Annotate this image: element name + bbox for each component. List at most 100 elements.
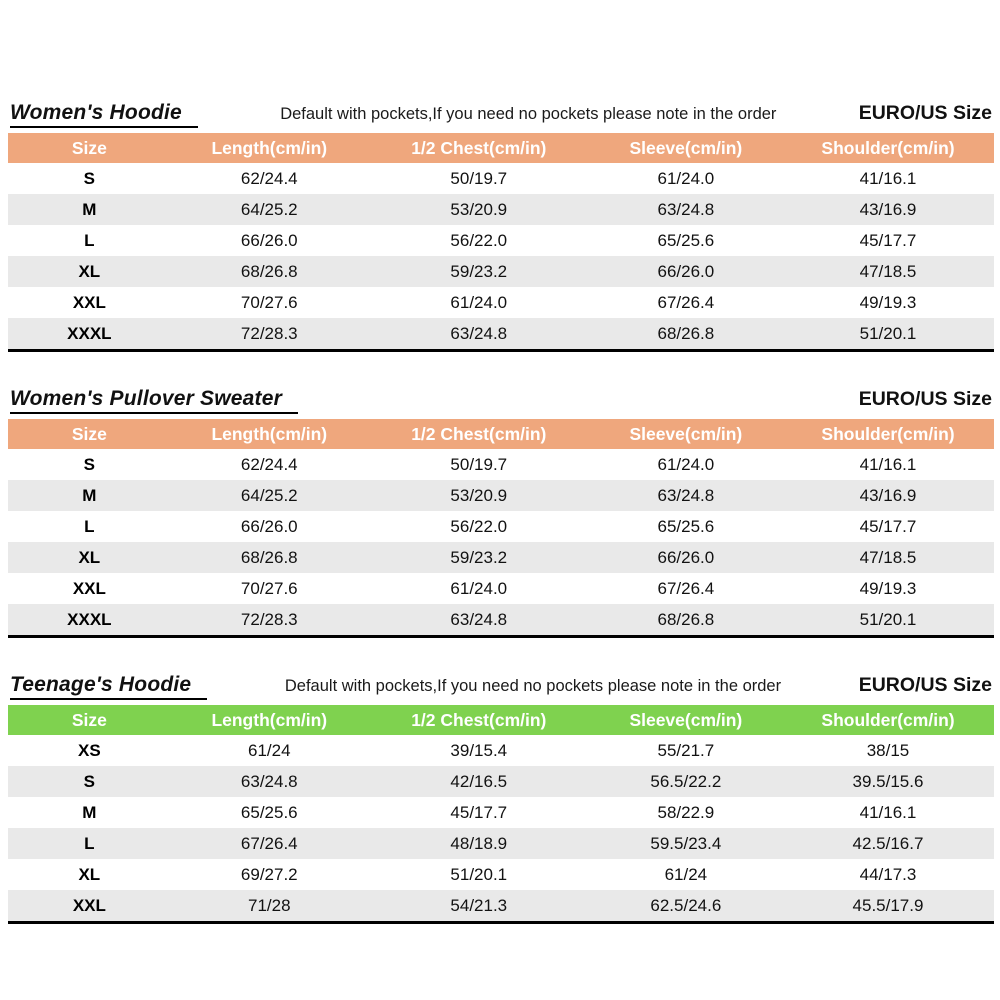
table-row: XL 68/26.8 59/23.2 66/26.0 47/18.5 (8, 256, 994, 287)
measurement-cell: 64/25.2 (240, 485, 298, 505)
measurement-cell: 47/18.5 (859, 547, 917, 567)
measurement-column-header: 1/2 Chest(cm/in) (367, 133, 590, 163)
measurement-column-header: Length(cm/in) (170, 705, 368, 735)
measurement-cell: 66/26.0 (240, 516, 298, 536)
womens-pullover-sweater-size-table: Size Length(cm/in) 1/2 Chest(cm/in) Sleeve(… (8, 419, 994, 638)
table-row: XXL 70/27.6 61/24.0 67/26.4 49/19.3 (8, 573, 994, 604)
measurement-cell: 41/16.1 (859, 454, 917, 474)
table-row: L 66/26.0 56/22.0 65/25.6 45/17.7 (8, 225, 994, 256)
measurement-cell: 54/21.3 (367, 890, 590, 924)
measurement-cell: 59/23.2 (450, 261, 508, 281)
pockets-note: Default with pockets,If you need no pock… (284, 677, 782, 695)
table-row: XS 61/24 39/15.4 55/21.7 38/15 (8, 735, 994, 766)
table-row: S 62/24.4 50/19.7 61/24.0 41/16.1 (8, 163, 994, 194)
measurement-cell: 61/24 (248, 740, 291, 760)
section-womens-pullover-sweater: Women's Pullover Sweater EURO/US Size Si… (8, 387, 994, 638)
measurement-cell: 53/20.9 (450, 485, 508, 505)
measurement-cell: 61/24.0 (450, 578, 508, 598)
measurement-cell: 43/16.9 (859, 199, 917, 219)
measurement-cell: 67/26.4 (657, 578, 715, 598)
measurement-cell: 42/16.5 (450, 771, 508, 791)
table-row: M 64/25.2 53/20.9 63/24.8 43/16.9 (8, 194, 994, 225)
size-standard-label: EURO/US Size (858, 674, 992, 696)
measurement-cell: 43/16.9 (859, 485, 917, 505)
measurement-column-header: Shoulder(cm/in) (781, 705, 994, 735)
measurement-column-header: Length(cm/in) (170, 133, 368, 163)
measurement-cell: 39/15.4 (450, 740, 508, 760)
measurement-cell: 72/28.3 (170, 604, 368, 638)
measurement-cell: 49/19.3 (859, 578, 917, 598)
size-cell: XXXL (8, 604, 171, 638)
measurement-cell: 65/25.6 (657, 230, 715, 250)
measurement-cell: 51/20.1 (781, 318, 994, 352)
measurement-cell: 61/24 (664, 864, 708, 884)
measurement-cell: 62.5/24.6 (589, 890, 782, 924)
header-row: Size Length(cm/in) 1/2 Chest(cm/in) Sleeve(… (8, 419, 994, 449)
measurement-cell: 65/25.6 (657, 516, 715, 536)
header-row: Size Length(cm/in) 1/2 Chest(cm/in) Sleeve(… (8, 705, 994, 735)
section-header: Teenage's Hoodie Default with pockets,If… (8, 673, 994, 705)
table-row: M 64/25.2 53/20.9 63/24.8 43/16.9 (8, 480, 994, 511)
table-row: XL 68/26.8 59/23.2 66/26.0 47/18.5 (8, 542, 994, 573)
measurement-cell: 66/26.0 (657, 261, 715, 281)
pockets-note: Default with pockets,If you need no pock… (280, 105, 777, 123)
measurement-cell: 67/26.4 (657, 292, 715, 312)
section-title: Women's Hoodie (10, 101, 198, 128)
measurement-cell: 56/22.0 (450, 516, 508, 536)
measurement-cell: 63/24.8 (367, 604, 590, 638)
measurement-cell: 63/24.8 (240, 771, 298, 791)
measurement-cell: 72/28.3 (170, 318, 368, 352)
header-row: Size Length(cm/in) 1/2 Chest(cm/in) Sleeve(… (8, 133, 994, 163)
measurement-cell: 69/27.2 (240, 864, 298, 884)
measurement-cell: 63/24.8 (657, 485, 715, 505)
size-cell: L (84, 833, 95, 853)
measurement-cell: 44/17.3 (859, 864, 917, 884)
measurement-cell: 38/15 (866, 740, 910, 760)
measurement-column-header: 1/2 Chest(cm/in) (367, 419, 590, 449)
table-row: L 66/26.0 56/22.0 65/25.6 45/17.7 (8, 511, 994, 542)
measurement-column-header: Shoulder(cm/in) (781, 133, 994, 163)
measurement-cell: 68/26.8 (240, 261, 298, 281)
measurement-cell: 51/20.1 (450, 864, 508, 884)
measurement-cell: 61/24.0 (657, 168, 715, 188)
size-cell: S (83, 771, 96, 791)
measurement-cell: 48/18.9 (450, 833, 508, 853)
measurement-cell: 62/24.4 (240, 168, 298, 188)
measurement-cell: 50/19.7 (450, 454, 508, 474)
size-cell: XL (78, 547, 101, 567)
measurement-cell: 41/16.1 (859, 802, 917, 822)
measurement-cell: 47/18.5 (859, 261, 917, 281)
measurement-cell: 65/25.6 (240, 802, 298, 822)
measurement-cell: 61/24.0 (450, 292, 508, 312)
measurement-column-header: Sleeve(cm/in) (589, 133, 782, 163)
measurement-cell: 70/27.6 (240, 292, 298, 312)
teenages-hoodie-size-table: Size Length(cm/in) 1/2 Chest(cm/in) Sleeve(… (8, 705, 994, 924)
section-header: Women's Pullover Sweater EURO/US Size (8, 387, 994, 419)
table-row: L 67/26.4 48/18.9 59.5/23.4 42.5/16.7 (8, 828, 994, 859)
size-cell: L (84, 516, 95, 536)
size-column-header: Size (8, 133, 171, 163)
measurement-cell: 45/17.7 (859, 230, 917, 250)
measurement-cell: 45/17.7 (859, 516, 917, 536)
measurement-column-header: 1/2 Chest(cm/in) (367, 705, 590, 735)
measurement-cell: 39.5/15.6 (852, 771, 924, 791)
size-cell: XXL (72, 292, 106, 312)
size-cell: XXL (8, 890, 171, 924)
measurement-cell: 62/24.4 (240, 454, 298, 474)
measurement-cell: 55/21.7 (657, 740, 715, 760)
measurement-cell: 50/19.7 (450, 168, 508, 188)
measurement-cell: 58/22.9 (657, 802, 715, 822)
size-standard-label: EURO/US Size (858, 388, 992, 410)
measurement-cell: 61/24.0 (657, 454, 715, 474)
section-title: Teenage's Hoodie (10, 673, 208, 700)
measurement-column-header: Sleeve(cm/in) (589, 419, 782, 449)
measurement-cell: 59.5/23.4 (650, 833, 722, 853)
size-cell: S (83, 454, 96, 474)
size-cell: XL (78, 261, 101, 281)
measurement-cell: 53/20.9 (450, 199, 508, 219)
size-cell: L (84, 230, 95, 250)
table-row: XXL 71/28 54/21.3 62.5/24.6 45.5/17.9 (8, 890, 994, 924)
measurement-cell: 70/27.6 (240, 578, 298, 598)
table-row: XXXL 72/28.3 63/24.8 68/26.8 51/20.1 (8, 318, 994, 352)
